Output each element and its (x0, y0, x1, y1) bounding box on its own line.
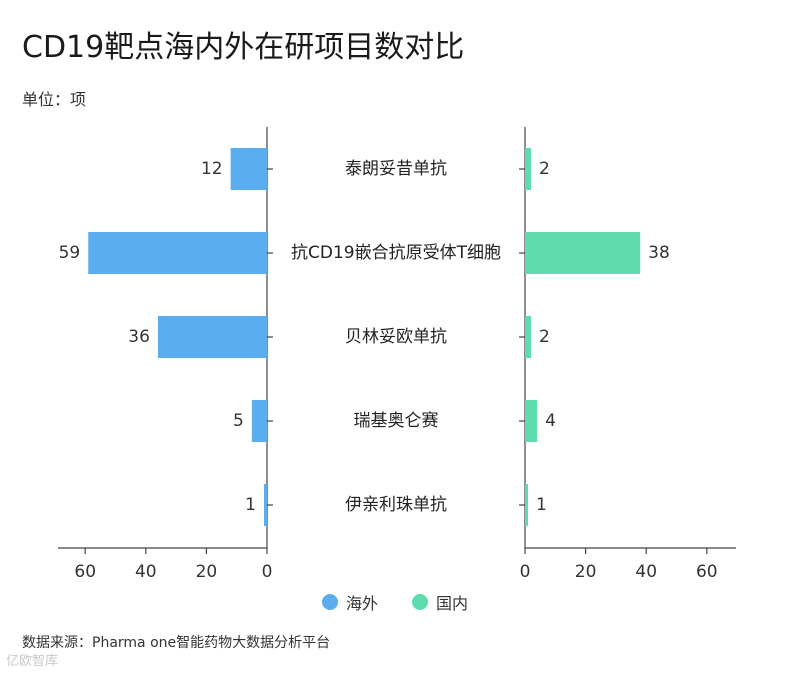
right-x-tick-label: 20 (575, 562, 597, 582)
watermark-logo: 亿欧智库 (6, 654, 59, 669)
bar-overseas (230, 148, 267, 190)
chart-title: CD19靶点海内外在研项目数对比 (22, 30, 465, 65)
legend-item-domestic: 国内 (412, 590, 468, 614)
bar-domestic (525, 484, 529, 526)
bar-value-label-domestic: 38 (648, 243, 670, 263)
right-x-tick-label: 40 (635, 562, 657, 582)
bar-domestic (525, 400, 538, 442)
legend-swatch-overseas (322, 594, 338, 610)
bar-domestic (525, 232, 641, 274)
left-x-tick-label: 40 (135, 562, 157, 582)
bar-overseas (88, 232, 267, 274)
legend-label-overseas: 海外 (346, 594, 379, 613)
bar-value-label-domestic: 4 (545, 411, 556, 431)
category-label: 泰朗妥昔单抗 (345, 159, 447, 179)
chart-legend: 海外 国内 (0, 590, 792, 614)
bar-value-label-domestic: 2 (539, 159, 550, 179)
left-x-tick-label: 0 (262, 562, 273, 582)
left-x-tick-label: 20 (196, 562, 218, 582)
bar-value-label-overseas: 12 (201, 159, 223, 179)
legend-label-domestic: 国内 (436, 594, 469, 613)
category-label: 抗CD19嵌合抗原受体T细胞 (291, 243, 501, 263)
bar-value-label-domestic: 1 (536, 495, 547, 515)
bar-overseas (157, 316, 267, 358)
bar-value-label-overseas: 36 (128, 327, 150, 347)
bar-value-label-domestic: 2 (539, 327, 550, 347)
bar-overseas (263, 484, 267, 526)
category-label: 瑞基奥仑赛 (354, 410, 439, 431)
bar-value-label-overseas: 5 (233, 411, 244, 431)
legend-swatch-domestic (412, 594, 428, 610)
left-x-tick-label: 60 (74, 562, 96, 582)
bar-overseas (251, 400, 267, 442)
right-x-tick-label: 0 (520, 562, 531, 582)
bar-domestic (525, 148, 532, 190)
data-source-note: 数据来源：Pharma one智能药物大数据分析平台 (22, 635, 331, 651)
legend-item-overseas: 海外 (322, 590, 378, 614)
category-label: 贝林妥欧单抗 (345, 327, 447, 347)
category-label: 伊亲利珠单抗 (345, 495, 447, 515)
bar-value-label-overseas: 1 (245, 495, 256, 515)
unit-label: 单位：项 (22, 90, 87, 109)
bar-value-label-overseas: 59 (59, 243, 81, 263)
right-x-tick-label: 60 (696, 562, 718, 582)
bar-domestic (525, 316, 532, 358)
